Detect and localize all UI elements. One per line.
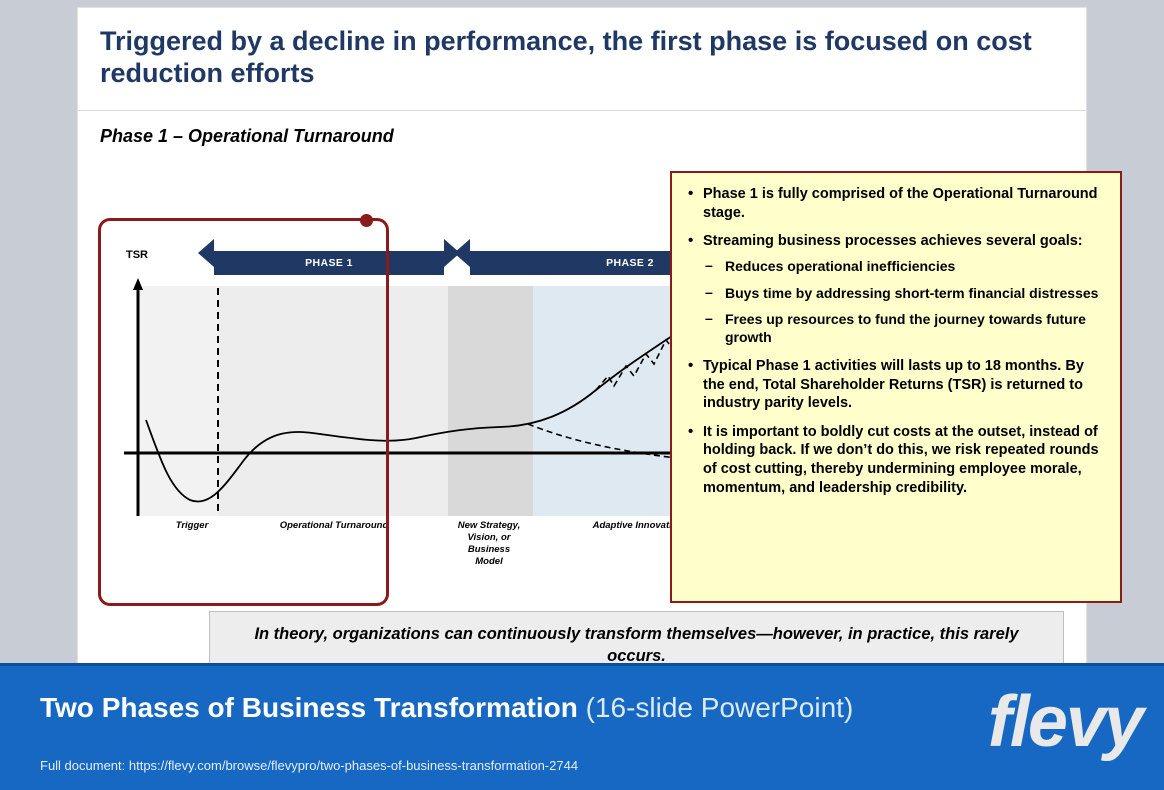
bullet-text: Streaming business processes achieves se… bbox=[703, 233, 1083, 250]
phase1-left-arrow-icon bbox=[198, 239, 214, 267]
y-axis-label: TSR bbox=[126, 249, 148, 261]
title-divider bbox=[78, 110, 1086, 111]
bottom-note-text: In theory, organizations can continuousl… bbox=[254, 625, 1019, 666]
sub-list-item: Reduces operational inefficiencies bbox=[703, 257, 1106, 276]
flevy-logo: flevy bbox=[987, 682, 1144, 762]
segment-label-new-strategy: New Strategy, Vision, or Business Model bbox=[457, 520, 521, 567]
segment-label-operational-turnaround: Operational Turnaround bbox=[279, 520, 389, 531]
footer-document-url[interactable]: Full document: https://flevy.com/browse/… bbox=[40, 758, 579, 773]
segment-label-adaptive-innovation: Adaptive Innovation bbox=[592, 520, 684, 531]
callout-bullet-list: Phase 1 is fully comprised of the Operat… bbox=[686, 184, 1106, 497]
page-title: Triggered by a decline in performance, t… bbox=[100, 26, 1032, 88]
footer-title: Two Phases of Business Transformation (1… bbox=[40, 692, 853, 724]
footer-doc-subtitle: (16-slide PowerPoint) bbox=[585, 692, 854, 723]
list-item: Phase 1 is fully comprised of the Operat… bbox=[686, 184, 1106, 222]
bullet-text: Phase 1 is fully comprised of the Operat… bbox=[703, 186, 1098, 221]
sub-list-item: Buys time by addressing short-term finan… bbox=[703, 284, 1106, 303]
tsr-phase-chart: TSR PHASE 1 PHASE 2 Trigger Operational … bbox=[98, 208, 798, 608]
list-item: It is important to boldly cut costs at t… bbox=[686, 422, 1106, 497]
list-item: Streaming business processes achieves se… bbox=[686, 231, 1106, 348]
slide-subtitle: Phase 1 – Operational Turnaround bbox=[100, 126, 394, 146]
phase2-left-arrow-icon bbox=[454, 239, 470, 267]
slide-canvas: Triggered by a decline in performance, t… bbox=[78, 8, 1122, 671]
bottom-note: In theory, organizations can continuousl… bbox=[209, 611, 1064, 671]
segment-label-trigger: Trigger bbox=[175, 520, 209, 531]
phase-1-label: PHASE 1 bbox=[305, 257, 353, 269]
phase-2-label: PHASE 2 bbox=[606, 257, 654, 269]
bullet-text: Typical Phase 1 activities will lasts up… bbox=[703, 358, 1084, 412]
bullet-text: It is important to boldly cut costs at t… bbox=[703, 423, 1099, 496]
list-item: Typical Phase 1 activities will lasts up… bbox=[686, 356, 1106, 413]
sub-list-item: Frees up resources to fund the journey t… bbox=[703, 310, 1106, 347]
callout-panel: Phase 1 is fully comprised of the Operat… bbox=[670, 171, 1122, 603]
callout-sub-list: Reduces operational inefficiencies Buys … bbox=[703, 257, 1106, 348]
phase-1-band: PHASE 1 bbox=[214, 251, 444, 275]
phase1-highlight-box bbox=[98, 218, 389, 606]
footer-doc-title: Two Phases of Business Transformation bbox=[40, 692, 578, 723]
flevy-footer-bar: Two Phases of Business Transformation (1… bbox=[0, 663, 1164, 790]
highlight-anchor-dot-icon bbox=[360, 214, 373, 227]
